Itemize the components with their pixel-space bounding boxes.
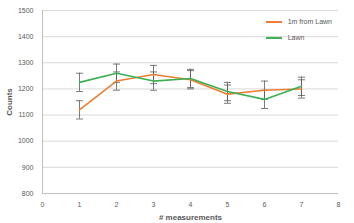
html-text:Lawn: Lawn [287, 34, 305, 41]
svg-text:Counts: Counts [5, 88, 14, 116]
svg-text:2: 2 [115, 201, 119, 208]
svg-text:3: 3 [152, 201, 156, 208]
svg-text:1300: 1300 [18, 59, 34, 66]
html-text:1m from Lawn: 1m from Lawn [287, 18, 332, 25]
svg-text:8: 8 [337, 201, 341, 208]
svg-text:800: 800 [22, 190, 34, 197]
svg-text:1200: 1200 [18, 85, 34, 92]
svg-text:900: 900 [22, 164, 34, 171]
svg-text:1000: 1000 [18, 137, 34, 144]
svg-text:0: 0 [41, 201, 45, 208]
svg-text:1500: 1500 [18, 7, 34, 14]
svg-text:1400: 1400 [18, 33, 34, 40]
svg-text:1100: 1100 [18, 111, 33, 118]
svg-text:1: 1 [78, 201, 82, 208]
svg-text:5: 5 [226, 201, 230, 208]
svg-text:6: 6 [263, 201, 267, 208]
svg-text:7: 7 [300, 201, 304, 208]
svg-text:4: 4 [189, 201, 193, 208]
svg-text:# measurements: # measurements [159, 213, 223, 222]
